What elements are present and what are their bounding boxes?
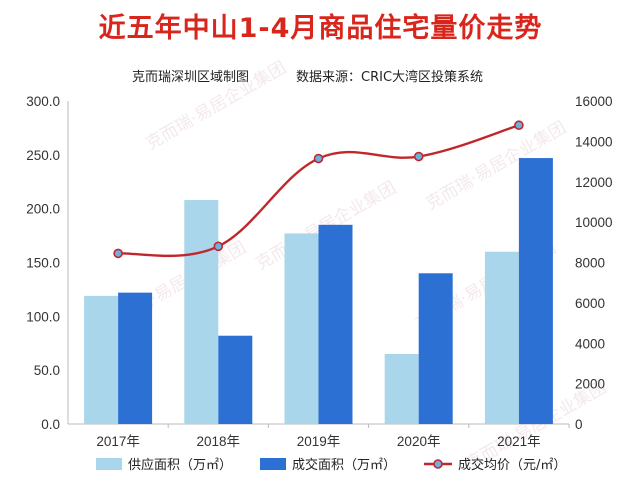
- legend-label-transaction: 成交面积（万㎡）: [292, 457, 396, 473]
- legend-label-supply: 供应面积（万㎡）: [128, 457, 232, 473]
- transaction-area-bar: [318, 224, 353, 424]
- chart-credit: 克而瑞深圳区域制图: [132, 70, 250, 85]
- legend-swatch-transaction: [260, 458, 286, 470]
- watermark-text: 克而瑞·易居企业集团: [143, 58, 290, 155]
- y-left-tick-label: 100.0: [26, 309, 60, 324]
- y-right-tick-label: 14000: [575, 134, 613, 149]
- y-right-tick-label: 2000: [575, 377, 605, 392]
- x-tick-label: 2020年: [397, 434, 441, 449]
- y-right-tick-label: 12000: [575, 175, 613, 190]
- y-left-tick-label: 250.0: [26, 148, 60, 163]
- x-tick-label: 2017年: [96, 434, 140, 449]
- supply-area-bar: [484, 251, 519, 424]
- legend-label-price: 成交均价（元/㎡）: [458, 457, 566, 473]
- supply-area-bar: [384, 354, 419, 424]
- legend-swatch-price-marker: [433, 459, 443, 469]
- x-tick-label: 2021年: [497, 434, 541, 449]
- y-right-tick-label: 8000: [575, 256, 605, 271]
- chart-title: 近五年中山1-4月商品住宅量价走势: [98, 13, 543, 44]
- chart-legend: 供应面积（万㎡） 成交面积（万㎡） 成交均价（元/㎡）: [96, 457, 566, 473]
- avg-price-point: [313, 153, 324, 164]
- supply-area-bar: [84, 295, 119, 424]
- transaction-area-bar: [518, 158, 553, 424]
- y-right-tick-label: 16000: [575, 94, 613, 109]
- x-tick-label: 2018年: [197, 434, 241, 449]
- y-left-tick-label: 200.0: [26, 202, 60, 217]
- avg-price-point: [413, 151, 424, 162]
- y-left-tick-label: 150.0: [26, 256, 60, 271]
- x-tick-label: 2019年: [297, 434, 341, 449]
- y-right-tick-label: 6000: [575, 296, 605, 311]
- avg-price-point: [514, 120, 524, 131]
- transaction-area-bar: [418, 273, 453, 424]
- supply-area-bar: [184, 200, 219, 424]
- y-left-tick-label: 0.0: [41, 417, 60, 432]
- line-series: [113, 120, 524, 259]
- avg-price-point: [113, 248, 123, 259]
- y-left-tick-label: 300.0: [26, 94, 60, 109]
- supply-area-bar: [284, 233, 319, 424]
- avg-price-point: [213, 241, 224, 252]
- transaction-area-bar: [118, 292, 153, 424]
- y-right-tick-label: 10000: [575, 215, 613, 230]
- bar-series: [84, 158, 553, 424]
- y-right-tick-label: 0: [575, 417, 583, 432]
- legend-swatch-supply: [96, 458, 122, 470]
- y-right-tick-label: 4000: [575, 336, 605, 351]
- chart-source: 数据来源：CRIC大湾区投策系统: [296, 70, 484, 85]
- y-left-tick-label: 50.0: [34, 363, 60, 378]
- transaction-area-bar: [218, 335, 253, 424]
